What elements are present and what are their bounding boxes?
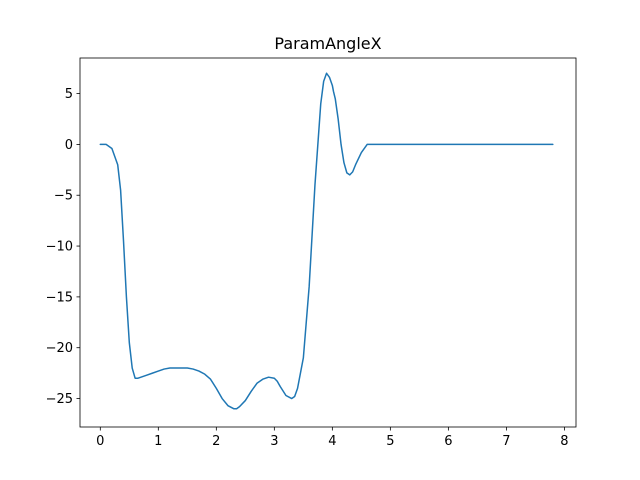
y-tick-label: −20 [46,341,73,356]
x-tick-label: 6 [444,434,452,449]
y-tick-label: 5 [65,87,73,102]
series-layer [99,72,554,410]
plot-area [80,58,576,427]
x-tick-label: 8 [560,434,568,449]
y-tick-label: −10 [46,240,73,255]
x-tick-label: 4 [328,434,336,449]
x-tick-label: 1 [154,434,162,449]
series-line-1 [99,72,554,410]
y-tick-label: −5 [54,189,73,204]
x-tick-label: 0 [96,434,104,449]
x-tick-label: 5 [386,434,394,449]
chart-title: ParamAngleX [274,34,381,53]
y-tick-label: 0 [65,138,73,153]
x-tick-label: 2 [212,434,220,449]
y-tick-label: −25 [46,392,73,407]
plot-background [80,58,576,427]
y-tick-label: −15 [46,290,73,305]
x-tick-label: 7 [502,434,510,449]
x-tick-label: 3 [270,434,278,449]
axes-frame [79,57,577,428]
axes: 0 1 2 3 4 5 6 7 8 5 0 −5 −10 −15 −20 −25 [46,57,577,449]
